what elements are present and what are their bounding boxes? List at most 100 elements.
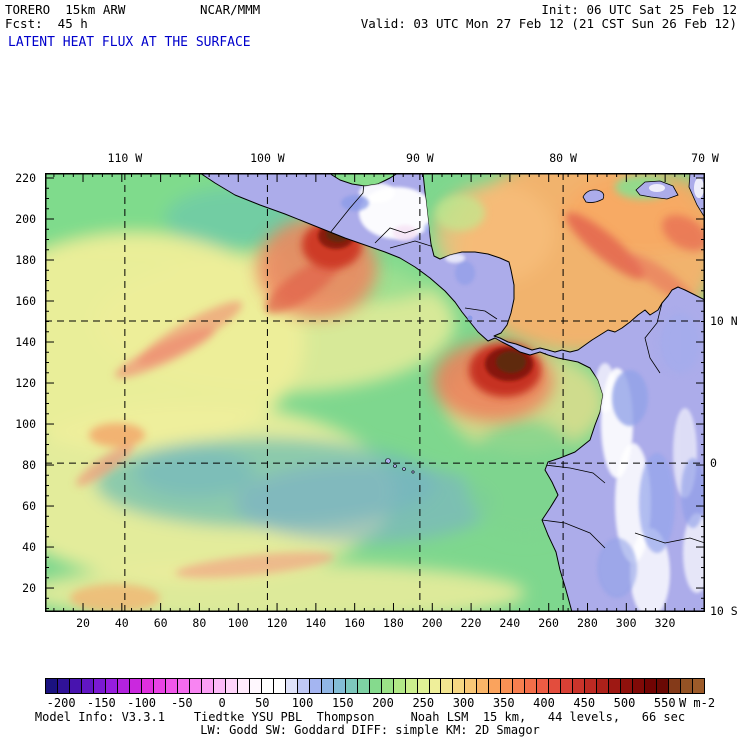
xgrid-tick-label: 20 bbox=[76, 616, 90, 630]
header-fcst-hour: Fcst: 45 h bbox=[5, 16, 88, 31]
hotspot-panama bbox=[433, 341, 553, 421]
plot-title: LATENT HEAT FLUX AT THE SURFACE bbox=[8, 35, 251, 50]
colorbar-tick: -100 bbox=[127, 696, 157, 710]
xgrid-tick-label: 300 bbox=[615, 616, 637, 630]
colorbar-cell bbox=[633, 679, 646, 693]
colorbar-cell bbox=[537, 679, 550, 693]
xgrid-tick-label: 80 bbox=[192, 616, 207, 630]
colorbar-cell bbox=[441, 679, 454, 693]
colorbar-cell bbox=[105, 679, 118, 693]
colorbar-cell bbox=[213, 679, 226, 693]
land-texture bbox=[341, 183, 705, 612]
ygrid-tick-label: 180 bbox=[15, 253, 36, 267]
colorbar-cell bbox=[177, 679, 190, 693]
colorbar-cell bbox=[129, 679, 142, 693]
colorbar-cell bbox=[597, 679, 610, 693]
xgrid-tick-label: 100 bbox=[227, 616, 249, 630]
ygrid-tick-label: 60 bbox=[22, 499, 36, 514]
colorbar-cell bbox=[321, 679, 334, 693]
colorbar-cell bbox=[165, 679, 178, 693]
colorbar-cell bbox=[237, 679, 250, 693]
header-center-name: NCAR/MMM bbox=[200, 2, 261, 17]
islands bbox=[385, 173, 705, 474]
ygrid-tick-label: 120 bbox=[15, 376, 36, 391]
ygrid-tick-label: 220 bbox=[15, 171, 36, 185]
colorbar-cell bbox=[405, 679, 418, 693]
colorbar-cell bbox=[333, 679, 346, 693]
colorbar-cell bbox=[345, 679, 358, 693]
colorbar-cell bbox=[57, 679, 70, 693]
colorbar-tick: -200 bbox=[46, 696, 76, 710]
footer-physics-info: LW: Godd SW: Goddard DIFF: simple KM: 2D… bbox=[200, 723, 540, 737]
lat-tick-label: 0 bbox=[710, 456, 717, 471]
colorbar-cell bbox=[249, 679, 262, 693]
colorbar-cell bbox=[465, 679, 478, 693]
colorbar-tick: -50 bbox=[170, 696, 193, 710]
ygrid-tick-label: 160 bbox=[15, 294, 36, 308]
xgrid-tick-label: 280 bbox=[576, 616, 598, 630]
colorbar-cell bbox=[93, 679, 106, 693]
axis-right-latitude: 10 N 0 10 S bbox=[710, 173, 740, 618]
colorbar-cell bbox=[513, 679, 526, 693]
header-model-id: TORERO 15km ARW bbox=[5, 2, 126, 17]
colorbar-cell bbox=[393, 679, 406, 693]
colorbar-tick: 200 bbox=[372, 696, 394, 710]
gridlines bbox=[45, 173, 705, 612]
colorbar-tick: 300 bbox=[452, 696, 475, 710]
colorbar-tick: 400 bbox=[533, 696, 555, 710]
colorbar-tick: 150 bbox=[331, 696, 354, 710]
xgrid-tick-label: 180 bbox=[383, 616, 404, 630]
colorbar-tick: 50 bbox=[255, 696, 270, 710]
colorbar-cell bbox=[189, 679, 202, 693]
colorbar-tick: 250 bbox=[412, 696, 435, 710]
ygrid-tick-label: 100 bbox=[15, 417, 36, 432]
colorbar-cell bbox=[417, 679, 430, 693]
ygrid-tick-label: 140 bbox=[15, 335, 36, 349]
colorbar-cell bbox=[525, 679, 538, 693]
colorbar-cell bbox=[81, 679, 94, 693]
colorbar-labels: -200 -150 -100 -50 0 50 100 150 200 250 300 350 400 4… bbox=[45, 696, 740, 710]
colorbar-cell bbox=[669, 679, 682, 693]
colorbar-cell bbox=[357, 679, 370, 693]
colorbar-cell bbox=[285, 679, 298, 693]
colorbar-cell bbox=[453, 679, 466, 693]
colorbar-cell bbox=[153, 679, 166, 693]
colorbar-cell bbox=[429, 679, 442, 693]
lon-tick-label: 90 W bbox=[406, 151, 434, 165]
xgrid-tick-label: 140 bbox=[305, 616, 327, 630]
colorbar-cell bbox=[141, 679, 154, 693]
lat-tick-label: 10 S bbox=[710, 604, 738, 619]
colorbar-cell bbox=[657, 679, 670, 693]
ygrid-tick-label: 20 bbox=[22, 581, 36, 596]
header-valid-time: Valid: 03 UTC Mon 27 Feb 12 (21 CST Sun … bbox=[360, 16, 737, 31]
colorbar-cell bbox=[645, 679, 658, 693]
axis-left-gridpoints: 220 200 180 160 140 120 100 80 60 40 20 bbox=[0, 171, 40, 612]
ygrid-tick-label: 80 bbox=[22, 458, 36, 473]
colorbar-cell bbox=[309, 679, 322, 693]
colorbar-cell bbox=[621, 679, 634, 693]
colorbar-cell bbox=[549, 679, 562, 693]
xgrid-tick-label: 60 bbox=[153, 616, 168, 630]
colorbar-cell bbox=[273, 679, 286, 693]
colorbar-cell bbox=[46, 679, 58, 693]
axis-bottom-gridpoints: 20 40 60 80 100 120 140 160 180 200 220 240 260 280 30… bbox=[45, 616, 705, 630]
colorbar-cell bbox=[477, 679, 490, 693]
axis-top-longitude: 110 W 100 W 90 W 80 W 70 W bbox=[45, 151, 719, 165]
lon-tick-label: 110 W bbox=[107, 151, 143, 165]
footer-model-info: Model Info: V3.3.1 Tiedtke YSU PBL Thomp… bbox=[34, 710, 686, 724]
colorbar-cell bbox=[573, 679, 586, 693]
colorbar bbox=[45, 678, 705, 694]
colorbar-cell bbox=[69, 679, 82, 693]
colorbar-tick: -150 bbox=[86, 696, 116, 710]
colorbar-cell bbox=[693, 679, 705, 693]
lon-tick-label: 80 W bbox=[549, 151, 577, 165]
colorbar-cell bbox=[609, 679, 622, 693]
mainland-landmass bbox=[199, 173, 705, 612]
xgrid-tick-label: 240 bbox=[499, 616, 521, 630]
colorbar-cell bbox=[501, 679, 514, 693]
xgrid-tick-label: 120 bbox=[266, 616, 288, 630]
map-plot bbox=[45, 173, 705, 612]
lon-tick-label: 70 W bbox=[691, 151, 719, 165]
ygrid-tick-label: 40 bbox=[22, 540, 36, 555]
colorbar-cell bbox=[369, 679, 382, 693]
